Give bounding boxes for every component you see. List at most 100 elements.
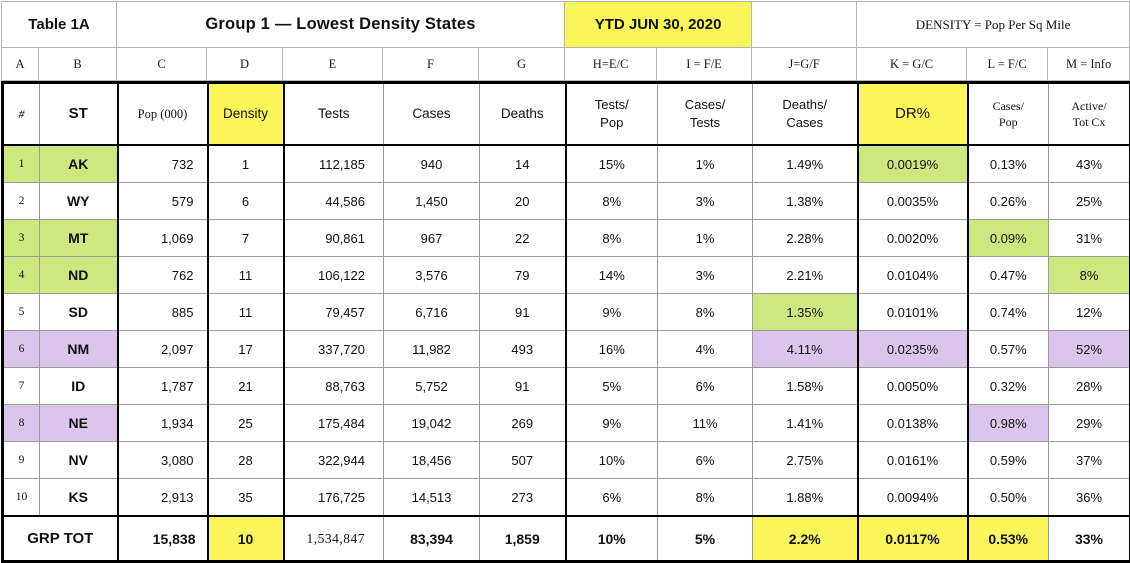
dr-cell: 0.0117% bbox=[858, 516, 968, 562]
density-cell: 11 bbox=[208, 294, 284, 331]
cases-pop-cell: 0.74% bbox=[968, 294, 1049, 331]
active-cell: 36% bbox=[1049, 479, 1130, 517]
tests-cell: 79,457 bbox=[284, 294, 384, 331]
num-cell: 6 bbox=[3, 331, 40, 368]
deaths-cell: 91 bbox=[480, 294, 566, 331]
column-letter: F bbox=[383, 48, 479, 81]
column-letter: M = Info bbox=[1048, 48, 1130, 81]
deaths-cases-cell: 1.38% bbox=[753, 183, 858, 220]
density-cell: 1 bbox=[208, 145, 284, 183]
deaths-cell: 20 bbox=[480, 183, 566, 220]
tests-pop-cell: 16% bbox=[566, 331, 658, 368]
cases-tests-cell: 1% bbox=[658, 145, 753, 183]
num-cell: 4 bbox=[3, 257, 40, 294]
tests-cell: 106,122 bbox=[284, 257, 384, 294]
cases-pop-cell: 0.09% bbox=[968, 220, 1049, 257]
density-cell: 21 bbox=[208, 368, 284, 405]
column-letter: L = F/C bbox=[967, 48, 1048, 81]
cases-cell: 19,042 bbox=[384, 405, 480, 442]
tests-pop-cell: 9% bbox=[566, 405, 658, 442]
pop-cell: 15,838 bbox=[118, 516, 208, 562]
cases-cell: 18,456 bbox=[384, 442, 480, 479]
tests-pop-cell: 8% bbox=[566, 220, 658, 257]
column-letter: A bbox=[2, 48, 39, 81]
st-cell: NE bbox=[40, 405, 118, 442]
cases-tests-cell: 5% bbox=[658, 516, 753, 562]
cases-cell: 14,513 bbox=[384, 479, 480, 517]
cases-tests-cell: 1% bbox=[658, 220, 753, 257]
density-definition-note: DENSITY = Pop Per Sq Mile bbox=[857, 2, 1130, 48]
deaths-cases-cell: 2.28% bbox=[753, 220, 858, 257]
deaths-cell: 79 bbox=[480, 257, 566, 294]
density-cell: 10 bbox=[208, 516, 284, 562]
density-cell: 35 bbox=[208, 479, 284, 517]
st-cell: AK bbox=[40, 145, 118, 183]
num-cell: 1 bbox=[3, 145, 40, 183]
dr-cell: 0.0104% bbox=[858, 257, 968, 294]
cases-pop-header: Cases/ Pop bbox=[968, 83, 1049, 146]
dr-header: DR% bbox=[858, 83, 968, 146]
tests-cell: 88,763 bbox=[284, 368, 384, 405]
deaths-cell: 22 bbox=[480, 220, 566, 257]
dr-cell: 0.0020% bbox=[858, 220, 968, 257]
st-cell: ID bbox=[40, 368, 118, 405]
deaths-cell: 273 bbox=[480, 479, 566, 517]
num-header: # bbox=[3, 83, 40, 146]
tests-cell: 322,944 bbox=[284, 442, 384, 479]
deaths-cell: 507 bbox=[480, 442, 566, 479]
cases-tests-header: Cases/ Tests bbox=[658, 83, 753, 146]
active-header: Active/ Tot Cx bbox=[1049, 83, 1130, 146]
cases-cell: 5,752 bbox=[384, 368, 480, 405]
cases-cell: 6,716 bbox=[384, 294, 480, 331]
active-cell: 29% bbox=[1049, 405, 1130, 442]
cases-cell: 11,982 bbox=[384, 331, 480, 368]
column-letter: C bbox=[117, 48, 207, 81]
cases-cell: 940 bbox=[384, 145, 480, 183]
density-cell: 7 bbox=[208, 220, 284, 257]
pop-cell: 732 bbox=[118, 145, 208, 183]
pop-cell: 579 bbox=[118, 183, 208, 220]
column-letter: E bbox=[283, 48, 383, 81]
tests-pop-cell: 10% bbox=[566, 442, 658, 479]
title-row: Table 1A Group 1 — Lowest Density States… bbox=[2, 2, 1130, 48]
dr-cell: 0.0101% bbox=[858, 294, 968, 331]
deaths-cell: 493 bbox=[480, 331, 566, 368]
num-cell: 9 bbox=[3, 442, 40, 479]
active-cell: 25% bbox=[1049, 183, 1130, 220]
deaths-cases-cell: 2.75% bbox=[753, 442, 858, 479]
tests-pop-cell: 6% bbox=[566, 479, 658, 517]
group-title: Group 1 — Lowest Density States bbox=[117, 2, 565, 48]
column-letter: K = G/C bbox=[857, 48, 967, 81]
dr-cell: 0.0050% bbox=[858, 368, 968, 405]
active-cell: 52% bbox=[1049, 331, 1130, 368]
density-header: Density bbox=[208, 83, 284, 146]
pop-cell: 1,069 bbox=[118, 220, 208, 257]
ytd-date-badge: YTD JUN 30, 2020 bbox=[565, 2, 752, 48]
pop-cell: 1,934 bbox=[118, 405, 208, 442]
num-cell: 7 bbox=[3, 368, 40, 405]
pop-cell: 2,097 bbox=[118, 331, 208, 368]
column-letter: I = F/E bbox=[657, 48, 752, 81]
dr-cell: 0.0161% bbox=[858, 442, 968, 479]
column-letter: G bbox=[479, 48, 565, 81]
cases-pop-cell: 0.47% bbox=[968, 257, 1049, 294]
dr-cell: 0.0138% bbox=[858, 405, 968, 442]
dr-cell: 0.0235% bbox=[858, 331, 968, 368]
pop-cell: 762 bbox=[118, 257, 208, 294]
cases-pop-cell: 0.13% bbox=[968, 145, 1049, 183]
st-cell: NV bbox=[40, 442, 118, 479]
deaths-cases-cell: 1.41% bbox=[753, 405, 858, 442]
cases-pop-cell: 0.50% bbox=[968, 479, 1049, 517]
density-cell: 25 bbox=[208, 405, 284, 442]
num-cell: 10 bbox=[3, 479, 40, 517]
num-cell: 8 bbox=[3, 405, 40, 442]
deaths-cell: 14 bbox=[480, 145, 566, 183]
st-cell: WY bbox=[40, 183, 118, 220]
